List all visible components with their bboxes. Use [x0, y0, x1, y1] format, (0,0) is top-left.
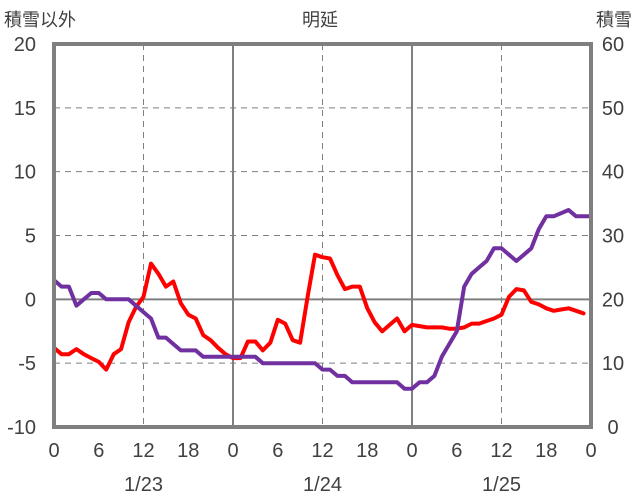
left-tick-label: 15: [14, 98, 36, 120]
x-tick-label: 12: [132, 440, 154, 462]
x-tick-label: 6: [451, 440, 462, 462]
right-tick-label: 60: [602, 34, 624, 56]
x-tick-label: 0: [406, 440, 417, 462]
x-tick-label: 0: [48, 440, 59, 462]
x-tick-label: 0: [585, 440, 596, 462]
left-tick-label: -5: [18, 353, 36, 375]
x-tick-label: 18: [356, 440, 378, 462]
chart-title: 明延: [302, 10, 338, 31]
series-line-left: [52, 252, 586, 372]
right-tick-label: 30: [602, 226, 624, 248]
right-tick-label: 50: [602, 98, 624, 120]
left-tick-label: -10: [7, 417, 36, 439]
left-axis-title: 積雪以外: [4, 10, 76, 31]
x-tick-label: 0: [227, 440, 238, 462]
date-label: 1/25: [482, 474, 521, 496]
x-tick-label: 6: [272, 440, 283, 462]
x-tick-label: 18: [535, 440, 557, 462]
right-tick-label: 40: [602, 162, 624, 184]
right-tick-label: 20: [602, 289, 624, 311]
right-tick-label: 10: [602, 353, 624, 375]
date-label: 1/23: [124, 474, 163, 496]
left-tick-label: 20: [14, 34, 36, 56]
right-axis-title: 積雪: [596, 10, 632, 31]
series-line-right: [52, 208, 593, 391]
x-tick-label: 12: [311, 440, 333, 462]
left-tick-label: 5: [25, 226, 36, 248]
x-tick-label: 6: [93, 440, 104, 462]
date-label: 1/24: [303, 474, 342, 496]
left-tick-label: 10: [14, 162, 36, 184]
x-tick-label: 18: [177, 440, 199, 462]
x-tick-label: 12: [490, 440, 512, 462]
plot-frame: [52, 42, 593, 429]
left-tick-label: 0: [25, 289, 36, 311]
right-tick-label: 0: [607, 417, 618, 439]
